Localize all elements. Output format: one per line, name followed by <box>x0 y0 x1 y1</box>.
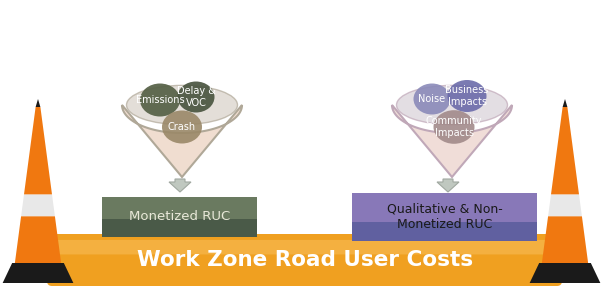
Polygon shape <box>2 263 73 283</box>
Ellipse shape <box>126 86 237 125</box>
Polygon shape <box>548 194 582 216</box>
Ellipse shape <box>177 82 215 113</box>
FancyBboxPatch shape <box>352 222 537 241</box>
Ellipse shape <box>433 110 475 144</box>
FancyBboxPatch shape <box>102 219 257 237</box>
Polygon shape <box>542 216 588 263</box>
Text: Business
Impacts: Business Impacts <box>445 85 489 107</box>
Text: Delay &
VOC: Delay & VOC <box>177 86 215 108</box>
Text: Emissions: Emissions <box>136 95 185 105</box>
Ellipse shape <box>140 84 180 117</box>
Ellipse shape <box>397 86 507 125</box>
Polygon shape <box>21 194 55 216</box>
Text: Qualitative & Non-
Monetized RUC: Qualitative & Non- Monetized RUC <box>386 203 502 231</box>
Polygon shape <box>24 107 52 194</box>
FancyBboxPatch shape <box>102 197 257 237</box>
Ellipse shape <box>162 110 202 144</box>
Text: Community
Impacts: Community Impacts <box>426 116 482 138</box>
Ellipse shape <box>413 84 451 115</box>
Polygon shape <box>529 263 600 283</box>
Text: Work Zone Road User Costs: Work Zone Road User Costs <box>137 250 473 270</box>
Polygon shape <box>35 99 40 107</box>
Polygon shape <box>122 105 242 177</box>
FancyBboxPatch shape <box>352 193 537 241</box>
Polygon shape <box>392 105 512 177</box>
Polygon shape <box>169 179 191 192</box>
Polygon shape <box>551 107 579 194</box>
Polygon shape <box>563 99 567 107</box>
Text: Monetized RUC: Monetized RUC <box>129 210 230 224</box>
Polygon shape <box>15 216 61 263</box>
Ellipse shape <box>448 80 486 112</box>
Text: Noise: Noise <box>418 94 445 104</box>
FancyBboxPatch shape <box>53 240 557 255</box>
FancyBboxPatch shape <box>47 234 562 286</box>
Polygon shape <box>437 179 459 192</box>
Text: Crash: Crash <box>168 122 196 132</box>
